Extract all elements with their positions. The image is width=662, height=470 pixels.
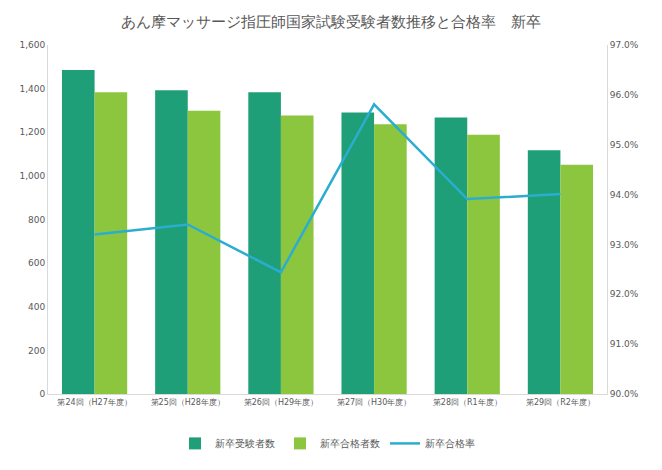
svg-text:第28回（R1年度）: 第28回（R1年度） bbox=[433, 398, 502, 407]
svg-text:1,000: 1,000 bbox=[19, 171, 45, 181]
svg-text:1,600: 1,600 bbox=[19, 40, 45, 50]
svg-text:1,400: 1,400 bbox=[19, 84, 45, 94]
svg-text:新卒合格率: 新卒合格率 bbox=[425, 438, 475, 449]
svg-text:600: 600 bbox=[28, 258, 45, 268]
svg-text:第26回（H29年度）: 第26回（H29年度） bbox=[244, 398, 318, 407]
svg-text:新卒受験者数: 新卒受験者数 bbox=[215, 438, 275, 449]
svg-text:92.0%: 92.0% bbox=[610, 289, 639, 299]
svg-text:94.0%: 94.0% bbox=[610, 190, 639, 200]
svg-text:第27回（H30年度）: 第27回（H30年度） bbox=[337, 398, 411, 407]
svg-text:91.0%: 91.0% bbox=[610, 339, 639, 349]
svg-text:第25回（H28年度）: 第25回（H28年度） bbox=[151, 398, 225, 407]
svg-text:93.0%: 93.0% bbox=[610, 240, 639, 250]
svg-text:96.0%: 96.0% bbox=[610, 90, 639, 100]
svg-text:400: 400 bbox=[28, 302, 45, 312]
svg-text:0: 0 bbox=[39, 389, 45, 399]
svg-text:800: 800 bbox=[28, 215, 45, 225]
svg-text:1,200: 1,200 bbox=[19, 127, 45, 137]
svg-text:95.0%: 95.0% bbox=[610, 140, 639, 150]
svg-text:97.0%: 97.0% bbox=[610, 40, 639, 50]
svg-text:第24回（H27年度）: 第24回（H27年度） bbox=[57, 398, 131, 407]
svg-text:第29回（R2年度）: 第29回（R2年度） bbox=[526, 398, 595, 407]
svg-text:200: 200 bbox=[28, 346, 45, 356]
svg-text:90.0%: 90.0% bbox=[610, 389, 639, 399]
svg-text:新卒合格者数: 新卒合格者数 bbox=[320, 438, 380, 449]
svg-text:あん摩マッサージ指圧師国家試験受験者数推移と合格率 新卒: あん摩マッサージ指圧師国家試験受験者数推移と合格率 新卒 bbox=[121, 13, 541, 31]
